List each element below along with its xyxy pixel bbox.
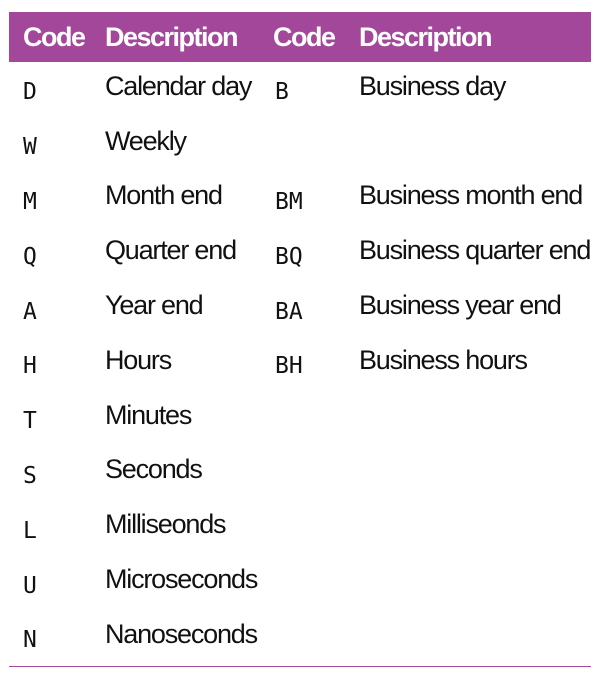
business-description-cell [343, 500, 591, 555]
business-code-cell [259, 500, 343, 555]
description-cell: Milliseonds [105, 509, 227, 540]
table-row: N Nanoseconds [9, 610, 591, 665]
table-row: A Year end BA Business year end [9, 281, 591, 336]
business-code-cell [259, 610, 343, 665]
description-cell: Calendar day [105, 70, 252, 101]
table-row: W Weekly [9, 117, 591, 172]
table-row: T Minutes [9, 391, 591, 446]
business-description-cell: Business hours [359, 344, 528, 375]
code-cell: L [23, 517, 37, 544]
business-code-cell: BA [275, 298, 303, 325]
business-description-cell [343, 446, 591, 501]
code-cell: A [23, 298, 37, 325]
business-description-cell: Business day [359, 70, 506, 101]
table-row: D Calendar day B Business day [9, 62, 591, 117]
table-row: H Hours BH Business hours [9, 336, 591, 391]
code-cell: D [23, 79, 37, 106]
business-description-cell: Business month end [359, 180, 583, 211]
business-description-cell: Business year end [359, 290, 562, 321]
description-cell: Weekly [105, 125, 187, 156]
code-cell: T [23, 408, 37, 435]
header-code: Code [23, 21, 86, 52]
business-code-cell: BM [275, 188, 303, 215]
table-row: S Seconds [9, 446, 591, 501]
business-code-cell [259, 117, 343, 172]
description-cell: Nanoseconds [105, 618, 258, 649]
table-row: U Microseconds [9, 555, 591, 610]
code-cell: M [23, 188, 37, 215]
code-cell: S [23, 462, 37, 489]
business-code-cell: BH [275, 353, 303, 380]
business-description-cell [343, 610, 591, 665]
description-cell: Seconds [105, 454, 203, 485]
description-cell: Hours [105, 344, 172, 375]
code-cell: H [23, 353, 37, 380]
business-description-cell [343, 117, 591, 172]
code-cell: W [23, 134, 37, 161]
frequency-codes-table-wrapper: Code Description Code Description D Cale… [9, 12, 591, 667]
business-code-cell [259, 446, 343, 501]
table-row: L Milliseonds [9, 500, 591, 555]
business-code-cell [259, 555, 343, 610]
business-description-cell: Business quarter end [359, 235, 591, 266]
description-cell: Year end [105, 290, 204, 321]
business-code-cell: BQ [275, 243, 303, 270]
description-cell: Quarter end [105, 235, 237, 266]
table-row: M Month end BM Business month end [9, 172, 591, 227]
header-row: Code Description Code Description [9, 12, 591, 62]
header-business-code: Code [273, 21, 336, 52]
table-header: Code Description Code Description [9, 12, 591, 62]
business-description-cell [343, 391, 591, 446]
header-business-description: Description [359, 21, 493, 52]
code-cell: N [23, 627, 37, 654]
code-cell: Q [23, 243, 37, 270]
description-cell: Month end [105, 180, 223, 211]
table-body: D Calendar day B Business day W Weekly M… [9, 62, 591, 665]
description-cell: Minutes [105, 399, 192, 430]
frequency-codes-table: Code Description Code Description D Cale… [9, 12, 591, 665]
code-cell: U [23, 572, 37, 599]
business-description-cell [343, 555, 591, 610]
description-cell: Microseconds [105, 564, 258, 595]
header-description: Description [105, 21, 239, 52]
business-code-cell [259, 391, 343, 446]
business-code-cell: B [275, 79, 289, 106]
table-row: Q Quarter end BQ Business quarter end [9, 226, 591, 281]
